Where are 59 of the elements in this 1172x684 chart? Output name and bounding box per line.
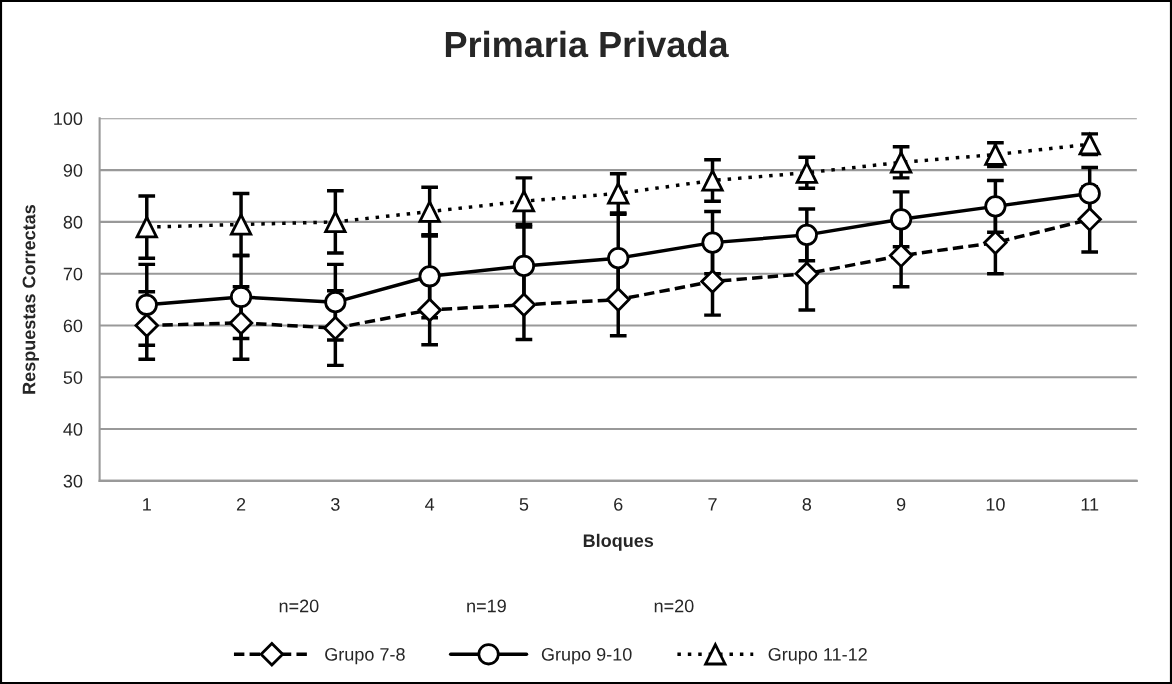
- point: [794, 261, 820, 286]
- x-tick-label: 6: [614, 498, 623, 511]
- y-tick-label: 80: [63, 215, 83, 229]
- point: [700, 269, 725, 294]
- point: [134, 313, 159, 338]
- text: n=20: [654, 599, 694, 613]
- point: [795, 223, 818, 246]
- y-tick-label: 50: [63, 371, 83, 384]
- x-tick-label: 8: [802, 498, 812, 511]
- chart-title: Primaria Privada: [445, 30, 729, 58]
- point: [512, 190, 536, 213]
- y-tick-label: 30: [63, 474, 83, 488]
- x-tick-label: 10: [986, 498, 1005, 511]
- point: [890, 151, 913, 174]
- point: [511, 292, 537, 317]
- point: [1077, 207, 1102, 232]
- y-tick-label: 100: [54, 112, 83, 126]
- point: [418, 265, 441, 288]
- point: [324, 291, 347, 314]
- y-tick-label: 40: [63, 423, 83, 436]
- x-tick-label: 7: [708, 498, 717, 511]
- x-tick-label: 2: [236, 498, 246, 511]
- point: [1078, 182, 1101, 205]
- x-tick-label: 1: [143, 498, 151, 511]
- point: [135, 215, 158, 239]
- point: [228, 310, 254, 336]
- point: [795, 161, 818, 184]
- point: [701, 231, 724, 254]
- x-tick-label: 3: [331, 498, 340, 511]
- point: [229, 213, 253, 236]
- legend-label: Grupo 11-12: [768, 647, 867, 665]
- y-axis-title: Respuestas Correctas: [22, 204, 39, 394]
- point: [890, 208, 913, 231]
- point: [418, 200, 441, 223]
- point: [607, 247, 630, 270]
- legend-label: Grupo 7-8: [325, 647, 405, 665]
- legend-label: Grupo 9-10: [541, 647, 632, 665]
- y-tick-label: 90: [63, 164, 83, 177]
- x-tick-label: 5: [519, 498, 529, 511]
- point: [135, 293, 158, 316]
- point: [983, 230, 1008, 255]
- x-axis-title: Bloques: [583, 533, 654, 551]
- point: [512, 254, 536, 278]
- point: [323, 315, 348, 341]
- point: [417, 297, 442, 323]
- y-tick-label: 70: [63, 267, 83, 281]
- point: [324, 210, 347, 234]
- point: [606, 287, 631, 312]
- point: [701, 169, 724, 192]
- text: n=19: [467, 599, 506, 613]
- point: [984, 195, 1007, 218]
- point: [888, 243, 914, 268]
- x-tick-label: 4: [425, 498, 435, 511]
- text: n=20: [279, 599, 319, 613]
- point: [229, 285, 253, 309]
- x-tick-label: 9: [896, 498, 906, 511]
- x-tick-label: 11: [1081, 498, 1099, 511]
- point: [607, 182, 630, 205]
- y-tick-label: 60: [63, 319, 83, 333]
